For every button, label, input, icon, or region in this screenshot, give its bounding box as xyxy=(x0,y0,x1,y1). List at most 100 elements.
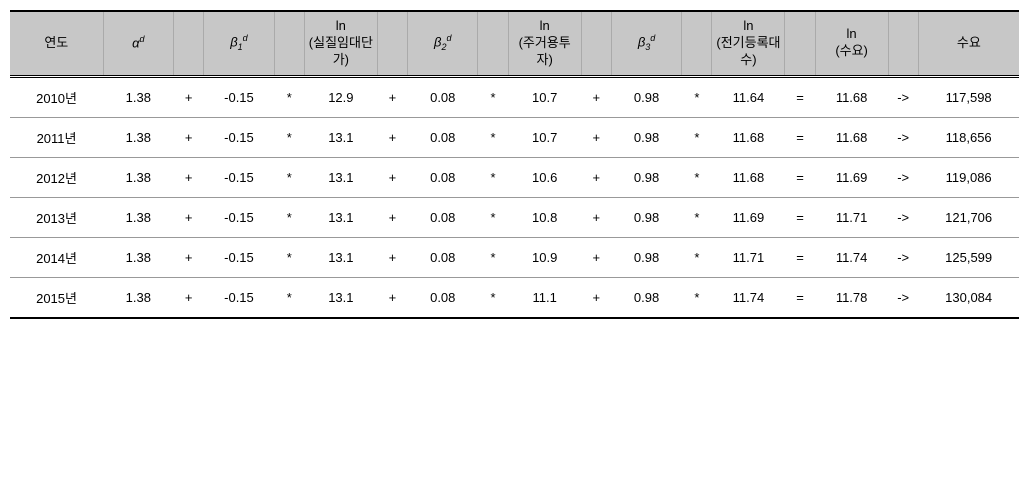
cell-op-star: * xyxy=(682,117,712,157)
cell-year: 2012년 xyxy=(10,157,103,197)
cell-op-eq: = xyxy=(785,237,815,277)
cell-demand: 119,086 xyxy=(918,157,1019,197)
cell-ln3: 11.64 xyxy=(712,77,785,117)
hdr-ln2: ln (주거용투자) xyxy=(508,11,581,75)
hdr-alpha: αd xyxy=(103,11,173,75)
hdr-blank xyxy=(478,11,508,75)
cell-op-plus: + xyxy=(581,157,611,197)
cell-beta3: 0.98 xyxy=(611,157,681,197)
cell-ln3: 11.74 xyxy=(712,277,785,318)
cell-demand: 118,656 xyxy=(918,117,1019,157)
hdr-blank xyxy=(785,11,815,75)
cell-op-plus: + xyxy=(581,77,611,117)
cell-beta1: -0.15 xyxy=(204,77,274,117)
data-table: 연도 αd β1d ln (실질임대단가) β2d ln (주거용투자) xyxy=(10,10,1019,319)
header-row: 연도 αd β1d ln (실질임대단가) β2d ln (주거용투자) xyxy=(10,11,1019,75)
cell-op-plus: + xyxy=(174,117,204,157)
cell-year: 2015년 xyxy=(10,277,103,318)
cell-lnres: 11.74 xyxy=(815,237,888,277)
cell-op-arrow: -> xyxy=(888,277,918,318)
hdr-ln1: ln (실질임대단가) xyxy=(304,11,377,75)
cell-ln1: 13.1 xyxy=(304,157,377,197)
cell-alpha: 1.38 xyxy=(103,197,173,237)
cell-ln1: 13.1 xyxy=(304,117,377,157)
cell-op-star: * xyxy=(682,77,712,117)
hdr-blank xyxy=(581,11,611,75)
cell-beta3: 0.98 xyxy=(611,197,681,237)
cell-demand: 121,706 xyxy=(918,197,1019,237)
cell-alpha: 1.38 xyxy=(103,157,173,197)
hdr-ln3: ln (전기등록대수) xyxy=(712,11,785,75)
cell-op-arrow: -> xyxy=(888,197,918,237)
table-row: 2010년1.38+-0.15*12.9+0.08*10.7+0.98*11.6… xyxy=(10,77,1019,117)
hdr-lnres: ln (수요) xyxy=(815,11,888,75)
cell-beta2: 0.08 xyxy=(408,277,478,318)
hdr-demand: 수요 xyxy=(918,11,1019,75)
cell-op-star: * xyxy=(274,157,304,197)
cell-ln1: 13.1 xyxy=(304,237,377,277)
cell-beta2: 0.08 xyxy=(408,117,478,157)
cell-op-star: * xyxy=(274,77,304,117)
table-row: 2015년1.38+-0.15*13.1+0.08*11.1+0.98*11.7… xyxy=(10,277,1019,318)
cell-op-plus: + xyxy=(377,197,407,237)
cell-beta3: 0.98 xyxy=(611,117,681,157)
cell-op-arrow: -> xyxy=(888,157,918,197)
cell-beta3: 0.98 xyxy=(611,77,681,117)
hdr-beta2: β2d xyxy=(408,11,478,75)
table-row: 2014년1.38+-0.15*13.1+0.08*10.9+0.98*11.7… xyxy=(10,237,1019,277)
cell-op-star: * xyxy=(478,277,508,318)
cell-op-plus: + xyxy=(377,157,407,197)
hdr-blank xyxy=(174,11,204,75)
cell-lnres: 11.78 xyxy=(815,277,888,318)
cell-op-star: * xyxy=(478,197,508,237)
cell-op-plus: + xyxy=(377,277,407,318)
cell-op-arrow: -> xyxy=(888,77,918,117)
table-body: 2010년1.38+-0.15*12.9+0.08*10.7+0.98*11.6… xyxy=(10,77,1019,318)
cell-op-star: * xyxy=(274,197,304,237)
cell-alpha: 1.38 xyxy=(103,117,173,157)
cell-year: 2011년 xyxy=(10,117,103,157)
cell-year: 2014년 xyxy=(10,237,103,277)
cell-op-arrow: -> xyxy=(888,117,918,157)
cell-ln3: 11.71 xyxy=(712,237,785,277)
cell-op-star: * xyxy=(478,117,508,157)
cell-beta2: 0.08 xyxy=(408,157,478,197)
cell-op-star: * xyxy=(274,117,304,157)
cell-op-plus: + xyxy=(377,117,407,157)
table-row: 2012년1.38+-0.15*13.1+0.08*10.6+0.98*11.6… xyxy=(10,157,1019,197)
cell-op-plus: + xyxy=(174,157,204,197)
hdr-year: 연도 xyxy=(10,11,103,75)
cell-beta3: 0.98 xyxy=(611,237,681,277)
cell-op-plus: + xyxy=(377,77,407,117)
cell-year: 2010년 xyxy=(10,77,103,117)
cell-beta1: -0.15 xyxy=(204,237,274,277)
cell-op-arrow: -> xyxy=(888,237,918,277)
cell-op-plus: + xyxy=(581,117,611,157)
cell-alpha: 1.38 xyxy=(103,237,173,277)
cell-ln1: 12.9 xyxy=(304,77,377,117)
cell-op-star: * xyxy=(682,157,712,197)
cell-op-star: * xyxy=(274,237,304,277)
hdr-beta1: β1d xyxy=(204,11,274,75)
cell-beta2: 0.08 xyxy=(408,77,478,117)
cell-lnres: 11.71 xyxy=(815,197,888,237)
cell-beta2: 0.08 xyxy=(408,197,478,237)
hdr-blank xyxy=(682,11,712,75)
cell-op-eq: = xyxy=(785,117,815,157)
cell-op-plus: + xyxy=(377,237,407,277)
cell-op-eq: = xyxy=(785,277,815,318)
cell-op-eq: = xyxy=(785,197,815,237)
cell-op-star: * xyxy=(478,157,508,197)
cell-ln2: 10.6 xyxy=(508,157,581,197)
cell-year: 2013년 xyxy=(10,197,103,237)
hdr-blank xyxy=(377,11,407,75)
cell-beta1: -0.15 xyxy=(204,277,274,318)
cell-ln2: 10.7 xyxy=(508,77,581,117)
cell-op-plus: + xyxy=(581,197,611,237)
cell-ln3: 11.68 xyxy=(712,157,785,197)
table-row: 2013년1.38+-0.15*13.1+0.08*10.8+0.98*11.6… xyxy=(10,197,1019,237)
cell-op-plus: + xyxy=(581,277,611,318)
cell-beta1: -0.15 xyxy=(204,197,274,237)
cell-beta1: -0.15 xyxy=(204,117,274,157)
cell-beta1: -0.15 xyxy=(204,157,274,197)
